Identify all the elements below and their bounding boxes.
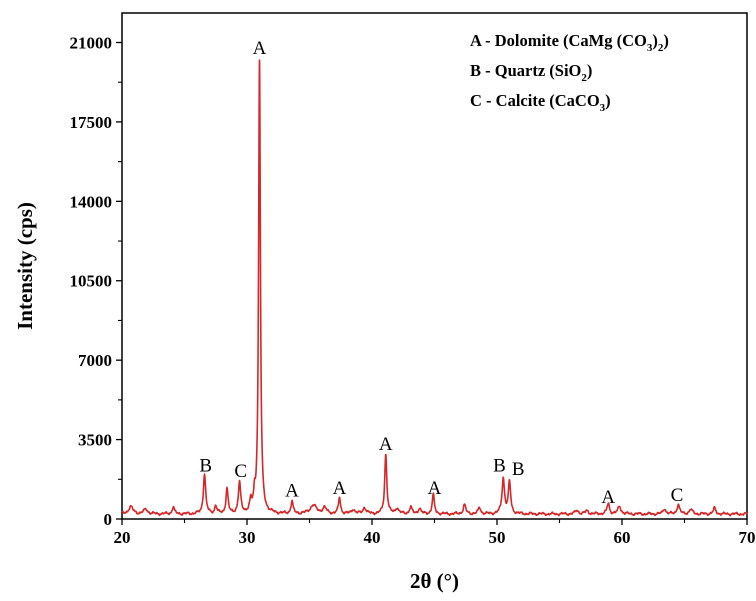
x-tick-label: 30 bbox=[239, 528, 256, 547]
x-axis-title: 2θ (°) bbox=[410, 569, 459, 593]
x-tick-label: 70 bbox=[739, 528, 756, 547]
peak-label: A bbox=[253, 38, 267, 59]
peak-label: A bbox=[379, 434, 393, 455]
y-tick-label: 14000 bbox=[70, 192, 113, 211]
plot-frame bbox=[121, 12, 748, 520]
y-tick-label: 17500 bbox=[70, 113, 113, 132]
y-tick-label: 10500 bbox=[70, 272, 113, 291]
y-tick-label: 7000 bbox=[78, 351, 112, 370]
legend-entry: C - Calcite (CaCO3) bbox=[470, 91, 611, 114]
x-tick-label: 50 bbox=[489, 528, 506, 547]
peak-label: A bbox=[428, 478, 442, 499]
peak-label: B bbox=[493, 455, 506, 476]
peak-label: A bbox=[601, 487, 615, 508]
axis-ticks bbox=[116, 41, 748, 525]
peak-label: B bbox=[512, 459, 525, 480]
x-tick-label: 60 bbox=[614, 528, 631, 547]
legend-entry: A - Dolomite (CaMg (CO3)2) bbox=[470, 31, 669, 54]
x-tick-label: 40 bbox=[364, 528, 381, 547]
y-tick-label: 0 bbox=[104, 510, 113, 529]
peak-label: B bbox=[199, 455, 212, 476]
peak-label: C bbox=[234, 461, 247, 482]
axis-tick-labels: 20 30 40 50 60 70 0 3500 7000 10500 14000 17500 2100… bbox=[70, 33, 756, 547]
y-axis-title: Intensity (cps) bbox=[13, 202, 37, 330]
x-tick-label: 20 bbox=[114, 528, 131, 547]
peak-label: C bbox=[671, 485, 684, 506]
peak-label: A bbox=[333, 478, 347, 499]
legend-entry: B - Quartz (SiO2) bbox=[470, 61, 592, 84]
peak-label: A bbox=[285, 480, 299, 501]
legend: A - Dolomite (CaMg (CO3)2) B - Quartz (Si… bbox=[470, 31, 669, 114]
series-line bbox=[121, 59, 748, 517]
y-tick-label: 21000 bbox=[70, 33, 113, 52]
y-tick-label: 3500 bbox=[78, 431, 112, 450]
